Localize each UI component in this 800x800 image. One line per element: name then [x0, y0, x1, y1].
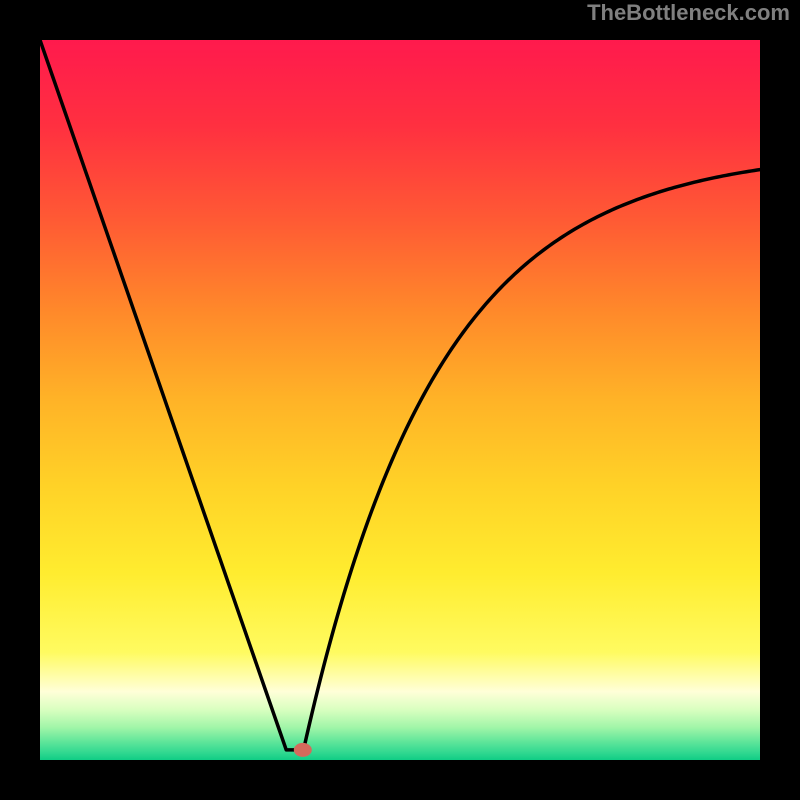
- optimum-marker: [294, 743, 312, 757]
- bottleneck-chart: [0, 0, 800, 800]
- chart-plot-area: [40, 40, 760, 760]
- chart-container: TheBottleneck.com: [0, 0, 800, 800]
- watermark-text: TheBottleneck.com: [587, 0, 790, 26]
